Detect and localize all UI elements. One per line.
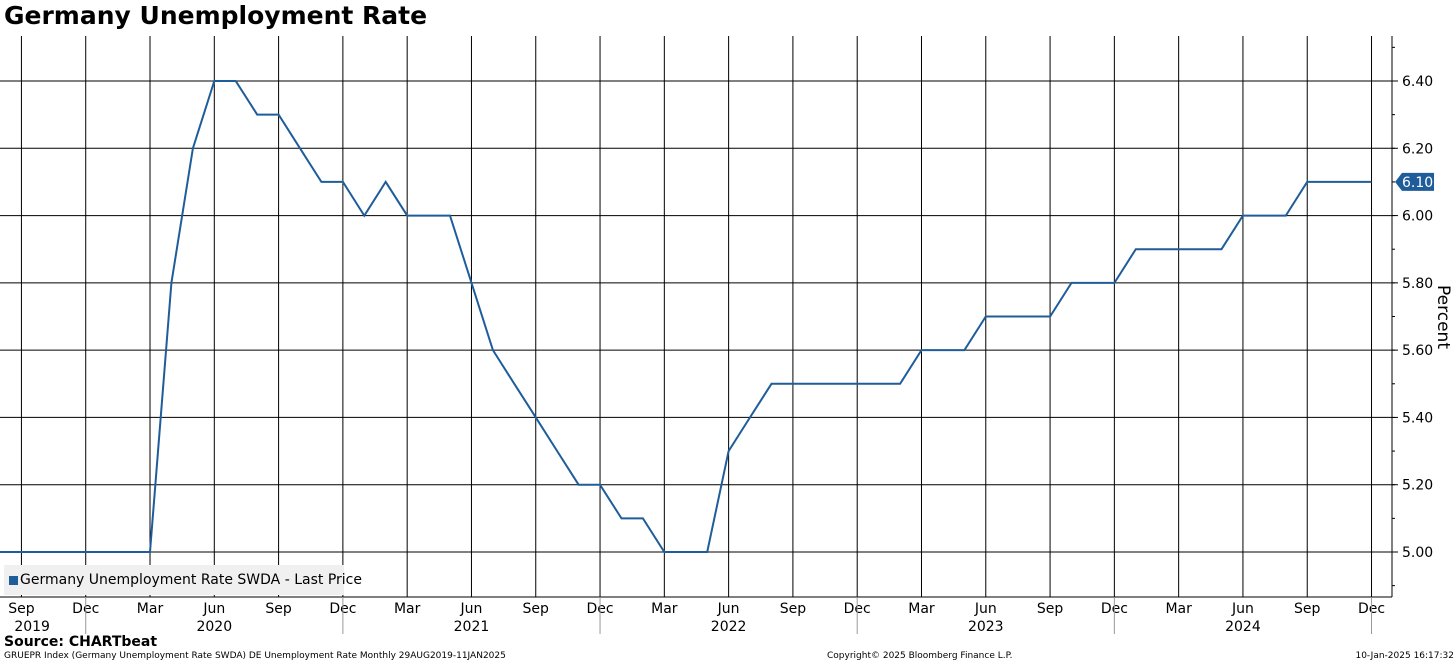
x-tick-label: Sep [1294,601,1321,617]
y-tick-label: 6.00 [1402,209,1433,225]
x-tick-label: Jun [717,601,740,617]
x-year-label: 2019 [14,619,50,635]
x-tick-label: Sep [780,601,807,617]
x-year-label: 2020 [196,619,232,635]
x-tick-label: Mar [1165,601,1192,617]
y-axis-label: Percent [1433,285,1453,349]
x-year-label: 2021 [454,619,490,635]
x-tick-label: Jun [1231,601,1254,617]
legend-label: Germany Unemployment Rate SWDA - Last Pr… [20,572,362,588]
legend-swatch [9,576,18,585]
x-axis: Sep Dec Mar Jun Sep Dec Mar Jun Sep Dec Mar Jun Sep D… [0,596,1392,635]
x-tick-label: Mar [137,601,164,617]
last-value-tag-label: 6.10 [1402,175,1433,191]
y-tick-label: 6.20 [1402,141,1433,157]
x-tick-label: Sep [265,601,292,617]
y-tick-label: 5.80 [1402,276,1433,292]
x-year-label: 2023 [968,619,1004,635]
grid-lines [0,36,1392,597]
chart-title: Germany Unemployment Rate [4,1,428,30]
y-tick-label: 5.00 [1402,545,1433,561]
x-tick-label: Mar [908,601,935,617]
x-tick-label: Sep [1037,601,1064,617]
x-tick-label: Sep [8,601,35,617]
x-tick-label: Jun [460,601,483,617]
x-tick-label: Jun [974,601,997,617]
footer-timestamp: 10-Jan-2025 16:17:32 [1355,651,1454,661]
series-line [0,80,1372,553]
footer-copyright: Copyright© 2025 Bloomberg Finance L.P. [827,651,1013,661]
y-tick-label: 6.40 [1402,74,1433,90]
source-label: Source: CHARTbeat [4,634,158,650]
y-tick-label: 5.60 [1402,343,1433,359]
series-layer [0,80,1372,553]
y-axis: 5.00 5.20 5.40 5.60 5.80 6.00 6.20 6.40 6.10 [1391,36,1434,597]
x-year-label: 2022 [711,619,747,635]
x-tick-label: Mar [394,601,421,617]
last-value-tag: 6.10 [1395,172,1434,191]
y-tick-label: 5.40 [1402,410,1433,426]
x-tick-label: Mar [651,601,678,617]
legend: Germany Unemployment Rate SWDA - Last Pr… [4,565,362,595]
x-tick-label: Sep [523,601,550,617]
x-tick-label: Jun [202,601,225,617]
last-value-tag-bg [1395,172,1434,191]
x-year-label: 2024 [1225,619,1261,635]
y-tick-label: 5.20 [1402,478,1433,494]
footer-index-info: GRUEPR Index (Germany Unemployment Rate … [4,651,506,661]
